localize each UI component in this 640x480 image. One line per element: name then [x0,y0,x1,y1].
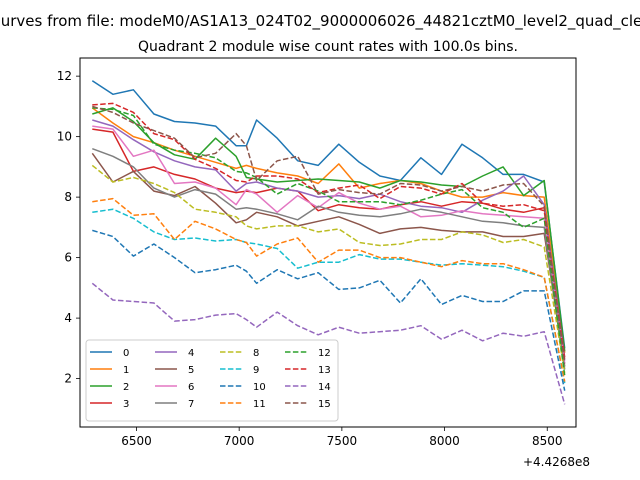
series-line-7 [92,147,566,370]
legend-frame [85,339,339,422]
legend-label-3: 3 [123,399,129,410]
series-line-2 [92,107,566,352]
y-axis: 2 4 6 8 10 12 [57,69,80,386]
series-line-10 [92,229,566,391]
legend-label-0: 0 [123,348,129,359]
x-tick-label: 8000 [429,434,460,448]
y-tick-label: 2 [64,372,72,386]
legend-label-15: 15 [318,399,331,410]
series-line-12 [92,107,566,376]
legend-label-6: 6 [188,382,194,393]
legend-label-10: 10 [253,382,266,393]
legend-label-4: 4 [188,348,194,359]
y-tick-label: 10 [57,130,72,144]
legend-label-7: 7 [188,399,194,410]
y-tick-label: 8 [64,190,72,204]
legend-label-2: 2 [123,382,129,393]
y-tick-label: 4 [64,311,72,325]
x-tick-label: 7000 [224,434,255,448]
series-line-3 [92,128,566,358]
legend-label-11: 11 [253,399,266,410]
figure-suptitle: Light curves from file: modeM0/AS1A13_02… [0,12,640,31]
series-line-15 [92,105,566,364]
y-tick-label: 6 [64,251,72,265]
chart-title: Quadrant 2 module wise count rates with … [138,39,518,55]
x-tick-label: 7500 [327,434,358,448]
series-layer [91,80,566,405]
x-tick-label: 8500 [532,434,563,448]
legend-label-9: 9 [253,365,259,376]
legend-label-13: 13 [318,365,331,376]
legend-label-14: 14 [318,382,331,393]
y-tick-label: 12 [57,69,72,83]
series-line-11 [92,197,566,382]
series-line-9 [92,208,566,384]
plot-area-frame [79,57,577,428]
x-axis: 6500 7000 7500 8000 8500 [121,427,563,448]
series-line-5 [91,152,566,367]
series-line-0 [91,80,566,349]
legend-label-12: 12 [318,348,331,359]
x-tick-label: 6500 [121,434,152,448]
series-line-14 [91,282,566,405]
series-line-6 [92,125,566,364]
legend-label-5: 5 [188,365,194,376]
legend-label-8: 8 [253,348,259,359]
x-axis-offset-label: +4.4268e8 [523,455,590,469]
series-line-8 [91,164,566,373]
series-line-4 [92,119,566,361]
legend-label-1: 1 [123,365,129,376]
series-line-13 [92,102,566,361]
